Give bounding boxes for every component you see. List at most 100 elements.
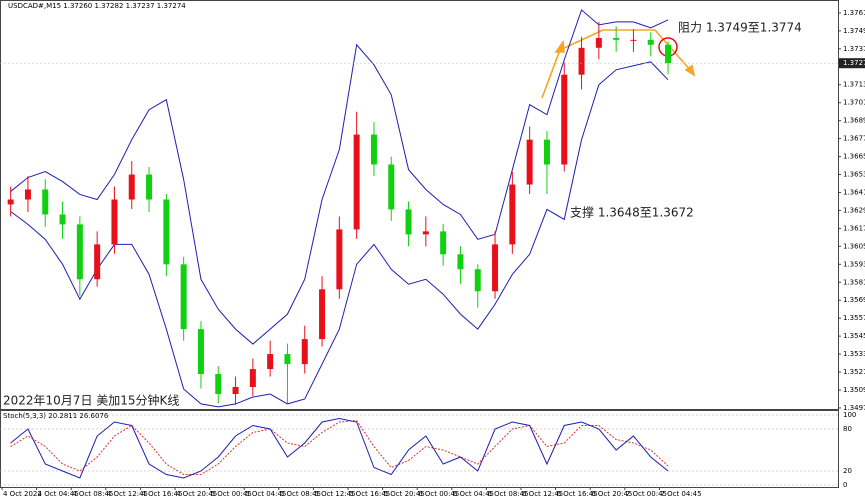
- candle-body: [543, 139, 550, 165]
- candle-body: [319, 289, 326, 340]
- stoch-label: Stoch(5,3,3) 20.2811 26.6076: [3, 412, 109, 420]
- y-tick-label: 1.35930: [843, 260, 865, 268]
- annotation: 支撑 1.3648至1.3672: [570, 205, 694, 220]
- y-tick-label: 1.36890: [843, 117, 865, 125]
- x-tick-label: 6 Oct 12:45: [522, 490, 563, 498]
- y-tick-label: 1.37010: [843, 99, 865, 107]
- candle-body: [197, 329, 204, 374]
- x-tick-label: 5 Oct 04:45: [245, 490, 286, 498]
- x-tick-label: 4 Oct 20:45: [176, 490, 217, 498]
- y-tick-label: 1.37370: [843, 45, 865, 53]
- candle-body: [630, 39, 637, 41]
- y-tick-label: 1.35450: [843, 332, 865, 340]
- y-tick-label: 1.34970: [843, 404, 865, 412]
- candle-body: [7, 199, 14, 205]
- candle-body: [578, 47, 585, 75]
- y-tick-label: 1.35570: [843, 314, 865, 322]
- annotation: 阻力 1.3749至1.3774: [678, 21, 802, 35]
- stoch-tick-label: 20: [843, 467, 852, 475]
- candle-body: [76, 224, 83, 280]
- x-tick-label: 6 Oct 08:45: [487, 490, 528, 498]
- x-tick-label: 5 Oct 16:45: [349, 490, 390, 498]
- x-tick-label: 6 Oct 00:45: [418, 490, 459, 498]
- candle-body: [457, 254, 464, 270]
- x-tick-label: 4 Oct 08:45: [72, 490, 113, 498]
- candle-body: [336, 229, 343, 290]
- x-tick-label: 4 Oct 12:45: [107, 490, 148, 498]
- y-tick-label: 1.36530: [843, 171, 865, 179]
- x-tick-label: 5 Oct 00:45: [211, 490, 252, 498]
- y-tick-label: 1.35690: [843, 296, 865, 304]
- arrow-head: [684, 64, 696, 77]
- candle-body: [492, 244, 499, 292]
- x-tick-label: 5 Oct 08:45: [280, 490, 321, 498]
- trend-line: [603, 29, 693, 73]
- candle-body: [215, 373, 222, 395]
- candle-body: [440, 231, 447, 255]
- x-tick-label: 6 Oct 16:45: [557, 490, 598, 498]
- candle-body: [613, 37, 620, 40]
- candle-body: [301, 339, 308, 365]
- stoch-tick-label: 80: [843, 425, 852, 433]
- candle-body: [665, 44, 672, 64]
- candle-body: [284, 354, 291, 365]
- arrow-head: [554, 39, 565, 53]
- stoch-tick-label: 0: [843, 481, 847, 489]
- y-tick-label: 1.35210: [843, 368, 865, 376]
- y-tick-label: 1.37610: [843, 9, 865, 17]
- bollinger-band: [10, 61, 669, 408]
- annotation: 2022年10月7日 美加15分钟K线: [3, 393, 179, 408]
- candle-body: [509, 184, 516, 245]
- bollinger-band: [10, 9, 669, 345]
- x-tick-label: 5 Oct 20:45: [384, 490, 425, 498]
- candle-body: [42, 189, 49, 215]
- y-tick-label: 1.35330: [843, 350, 865, 358]
- candle-body: [267, 354, 274, 370]
- trend-lines: [541, 29, 696, 99]
- y-tick-label: 1.37490: [843, 27, 865, 35]
- candle-body: [180, 264, 187, 330]
- y-tick-label: 1.36770: [843, 135, 865, 143]
- y-tick-label: 1.36170: [843, 224, 865, 232]
- price-marker: [839, 58, 865, 69]
- header: USDCAD#,M15 1.37260 1.37282 1.37237 1.37…: [8, 2, 186, 10]
- x-tick-label: 4 Oct 04:45: [38, 490, 79, 498]
- y-tick-label: 1.36410: [843, 188, 865, 196]
- candle-body: [94, 244, 101, 280]
- y-tick-label: 1.36290: [843, 206, 865, 214]
- candle-body: [405, 209, 412, 235]
- candle-body: [595, 37, 602, 48]
- candle-body: [370, 134, 377, 165]
- candle-body: [249, 369, 256, 388]
- x-tick-label: 5 Oct 12:45: [314, 490, 355, 498]
- stoch-main: [10, 417, 669, 479]
- candle-body: [526, 139, 533, 185]
- y-tick-label: 1.35810: [843, 278, 865, 286]
- x-tick-label: 6 Oct 20:45: [591, 490, 632, 498]
- candle-body: [561, 74, 568, 165]
- candle-body: [146, 174, 153, 200]
- y-tick-label: 1.37130: [843, 81, 865, 89]
- candle-body: [353, 134, 360, 230]
- candle-body: [163, 199, 170, 265]
- y-tick-label: 1.35090: [843, 386, 865, 394]
- y-tick-label: 1.36050: [843, 242, 865, 250]
- x-tick-label: 7 Oct 04:45: [660, 490, 701, 498]
- candle-body: [59, 214, 66, 225]
- main-panel: [0, 0, 839, 410]
- candle-body: [647, 39, 654, 45]
- stoch-tick-label: 100: [843, 411, 856, 419]
- candle-body: [422, 231, 429, 235]
- candle-body: [474, 269, 481, 292]
- candle-body: [388, 164, 395, 210]
- x-tick-label: 4 Oct 16:45: [141, 490, 182, 498]
- candle-body: [128, 174, 135, 200]
- x-tick-label: 7 Oct 00:45: [626, 490, 667, 498]
- candle-body: [24, 189, 31, 200]
- x-tick-label: 6 Oct 04:45: [453, 490, 494, 498]
- candle-body: [232, 387, 239, 395]
- stoch-signal: [10, 420, 669, 475]
- current-price: 1.37274: [843, 59, 865, 67]
